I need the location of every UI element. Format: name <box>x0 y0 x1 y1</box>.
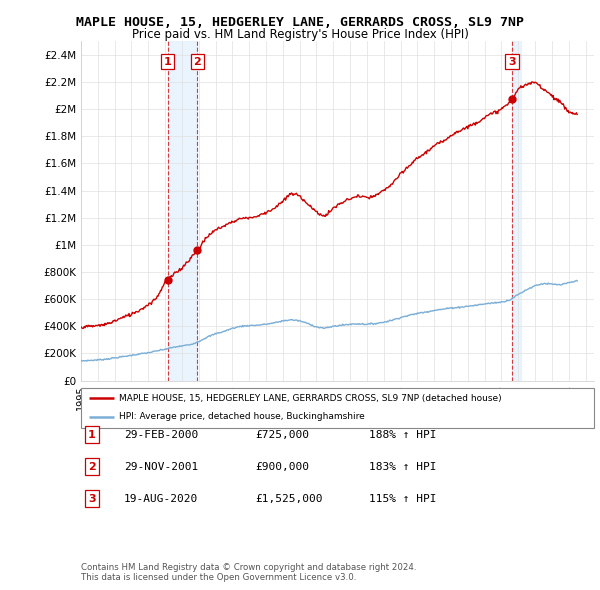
Text: 3: 3 <box>88 494 95 503</box>
Text: 1: 1 <box>164 57 172 67</box>
Text: £725,000: £725,000 <box>255 430 309 440</box>
Text: MAPLE HOUSE, 15, HEDGERLEY LANE, GERRARDS CROSS, SL9 7NP: MAPLE HOUSE, 15, HEDGERLEY LANE, GERRARD… <box>76 16 524 29</box>
Text: 115% ↑ HPI: 115% ↑ HPI <box>369 494 437 503</box>
Text: 29-NOV-2001: 29-NOV-2001 <box>124 462 199 471</box>
Bar <box>512 41 521 381</box>
Text: Price paid vs. HM Land Registry's House Price Index (HPI): Price paid vs. HM Land Registry's House … <box>131 28 469 41</box>
Text: 1: 1 <box>88 430 95 440</box>
Text: Contains HM Land Registry data © Crown copyright and database right 2024.
This d: Contains HM Land Registry data © Crown c… <box>81 563 416 582</box>
Text: 29-FEB-2000: 29-FEB-2000 <box>124 430 199 440</box>
Text: 183% ↑ HPI: 183% ↑ HPI <box>369 462 437 471</box>
Text: 19-AUG-2020: 19-AUG-2020 <box>124 494 199 503</box>
Text: 2: 2 <box>193 57 201 67</box>
Text: 3: 3 <box>508 57 516 67</box>
Text: HPI: Average price, detached house, Buckinghamshire: HPI: Average price, detached house, Buck… <box>119 412 365 421</box>
Text: 188% ↑ HPI: 188% ↑ HPI <box>369 430 437 440</box>
Text: MAPLE HOUSE, 15, HEDGERLEY LANE, GERRARDS CROSS, SL9 7NP (detached house): MAPLE HOUSE, 15, HEDGERLEY LANE, GERRARD… <box>119 394 502 403</box>
FancyBboxPatch shape <box>81 388 594 428</box>
Text: £900,000: £900,000 <box>255 462 309 471</box>
Bar <box>168 41 197 381</box>
Text: £1,525,000: £1,525,000 <box>255 494 323 503</box>
Text: 2: 2 <box>88 462 95 471</box>
